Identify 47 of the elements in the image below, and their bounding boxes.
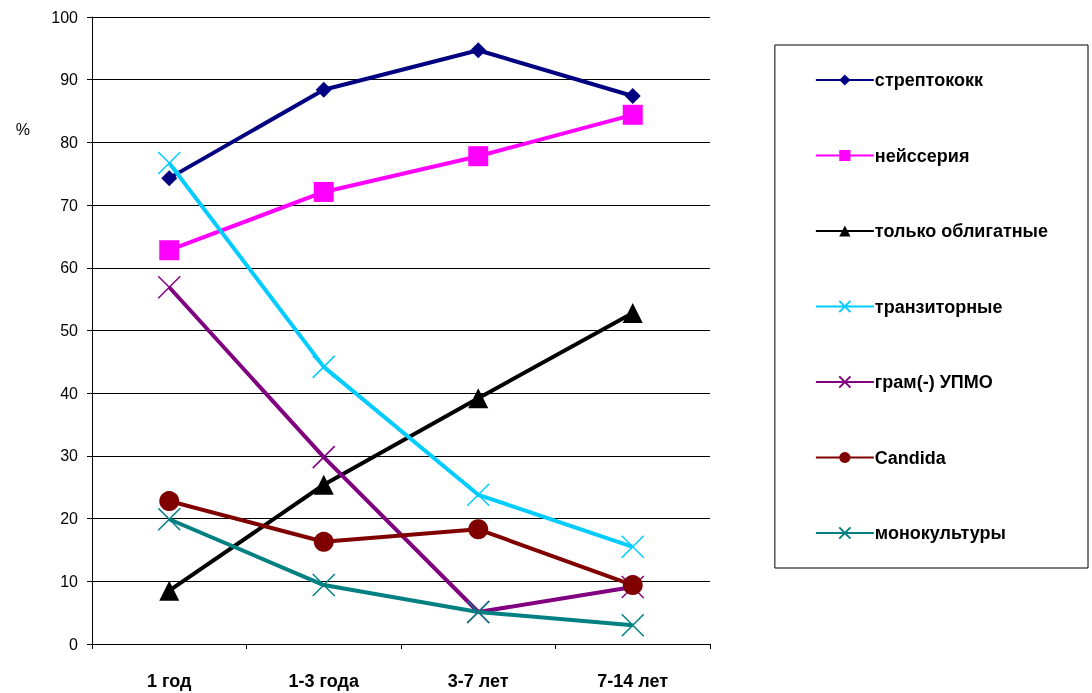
point — [159, 240, 180, 261]
point — [315, 81, 332, 98]
point — [313, 474, 334, 495]
y-axis-title: % — [15, 120, 30, 138]
y-tick-label: 50 — [60, 322, 79, 339]
point — [157, 275, 181, 299]
point — [159, 491, 180, 512]
legend-label: только облигатные — [874, 221, 1048, 241]
y-tick-label: 30 — [60, 447, 79, 465]
legend-label: транзиторные — [874, 296, 1003, 317]
point — [622, 104, 643, 125]
y-tick-label: 60 — [60, 259, 79, 277]
point — [622, 302, 643, 323]
point — [159, 580, 180, 601]
point — [468, 519, 489, 540]
x-tick-label: 7-14 лет — [597, 671, 669, 691]
y-tick-label: 80 — [60, 133, 79, 151]
legend-label: грам(-) УПМО — [874, 372, 993, 392]
x-tick-label: 1-3 года — [288, 671, 360, 691]
x-tick-label: 1 год — [147, 671, 193, 691]
y-tick-label: 70 — [60, 196, 79, 214]
point — [470, 42, 487, 59]
point — [312, 445, 336, 469]
legend-label: монокультуры — [874, 523, 1006, 543]
legend-label: стрептококк — [874, 70, 984, 90]
y-tick-label: 40 — [60, 384, 79, 402]
point — [468, 146, 489, 167]
point — [621, 613, 645, 637]
point — [157, 507, 181, 531]
y-tick-label: 0 — [69, 635, 79, 653]
point — [161, 170, 178, 187]
x-tick-label: 3-7 лет — [447, 671, 509, 691]
point — [312, 573, 336, 597]
point — [466, 483, 490, 507]
y-tick-label: 100 — [51, 8, 79, 26]
y-tick-label: 20 — [60, 510, 79, 528]
legend-label: Candida — [874, 447, 947, 468]
point — [312, 355, 336, 379]
y-tick-label: 10 — [60, 572, 79, 590]
point — [313, 531, 334, 552]
y-tick-label: 90 — [60, 71, 79, 89]
point — [468, 388, 489, 409]
legend-label: нейссерия — [874, 145, 970, 166]
point — [157, 151, 181, 175]
point — [624, 88, 641, 104]
point — [313, 181, 334, 202]
point — [621, 535, 645, 559]
